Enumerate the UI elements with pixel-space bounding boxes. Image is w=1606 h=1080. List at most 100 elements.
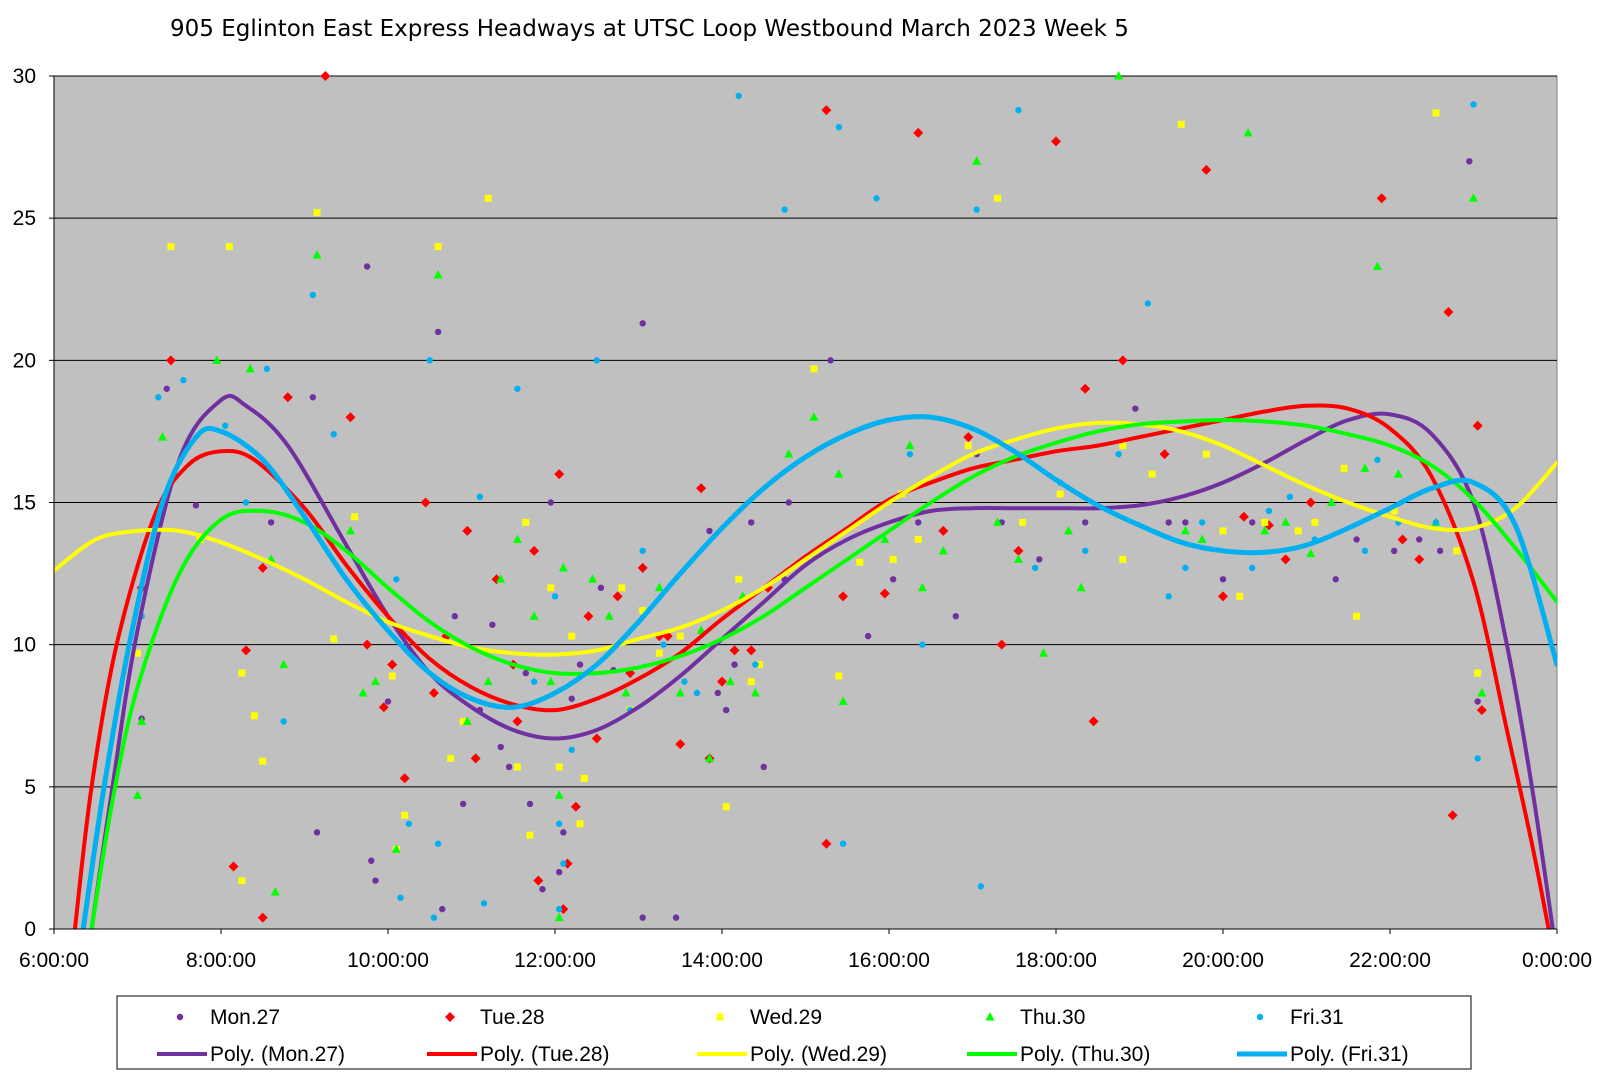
data-point xyxy=(1182,519,1189,526)
data-point xyxy=(1390,547,1398,555)
data-point xyxy=(1082,519,1089,526)
data-point xyxy=(547,584,555,592)
data-point xyxy=(827,357,834,364)
data-point xyxy=(1332,576,1339,583)
x-tick-label: 14:00:00 xyxy=(681,949,763,972)
trendline-poly-wed-29 xyxy=(54,420,1557,657)
data-point xyxy=(639,607,647,615)
data-point xyxy=(873,195,880,202)
data-point xyxy=(533,875,544,886)
data-point xyxy=(433,270,443,279)
data-point xyxy=(1219,576,1227,583)
data-point xyxy=(821,105,832,116)
data-point xyxy=(245,363,255,373)
data-point xyxy=(497,743,504,751)
data-point xyxy=(1182,564,1189,572)
data-point xyxy=(1031,564,1039,572)
data-point xyxy=(1013,545,1024,556)
data-point xyxy=(588,574,598,583)
data-point xyxy=(560,829,567,836)
x-tick-label: 12:00:00 xyxy=(514,949,596,972)
data-point xyxy=(522,518,530,526)
data-point xyxy=(856,558,864,566)
data-point xyxy=(568,695,575,702)
data-point xyxy=(1080,383,1091,394)
data-point xyxy=(309,291,317,299)
data-point xyxy=(756,661,764,669)
data-point xyxy=(1432,519,1440,526)
data-point xyxy=(747,678,755,686)
data-point xyxy=(513,763,521,771)
legend: Mon.27 Tue.28 Wed.29 Thu.30 Fri.31 Poly. (Mon… xyxy=(116,995,1472,1070)
data-point xyxy=(722,803,730,811)
data-point xyxy=(1201,164,1212,175)
data-point xyxy=(729,645,740,656)
data-point xyxy=(1280,554,1291,565)
data-point xyxy=(879,588,890,599)
y-tick-label: 25 xyxy=(13,207,36,230)
legend-marker xyxy=(445,1012,455,1022)
data-point xyxy=(401,811,409,819)
data-point xyxy=(1013,554,1023,563)
data-point xyxy=(368,857,375,864)
data-point xyxy=(470,753,481,764)
data-point xyxy=(1477,688,1487,697)
data-point xyxy=(428,688,439,699)
data-point xyxy=(420,497,431,508)
legend-label: Poly. (Tue.28) xyxy=(480,1043,610,1066)
data-point xyxy=(676,632,684,640)
data-point xyxy=(1261,518,1269,526)
data-point xyxy=(1119,442,1127,450)
data-point xyxy=(696,625,706,634)
data-point xyxy=(612,591,623,602)
data-point xyxy=(372,877,379,884)
y-tick-label: 10 xyxy=(13,634,36,657)
legend-label: Poly. (Wed.29) xyxy=(750,1043,887,1066)
data-point xyxy=(270,887,280,896)
data-point xyxy=(555,763,563,771)
data-point xyxy=(1432,109,1440,117)
data-point xyxy=(810,365,818,373)
data-point xyxy=(530,678,538,685)
data-point xyxy=(1447,810,1458,821)
data-point xyxy=(1177,120,1185,128)
data-point xyxy=(393,576,400,583)
legend-label: Tue.28 xyxy=(480,1006,545,1029)
data-point xyxy=(555,820,563,827)
chart-title: 905 Eglinton East Express Headways at UT… xyxy=(170,16,1129,42)
data-point xyxy=(547,499,555,506)
data-point xyxy=(675,739,686,750)
data-point xyxy=(621,688,631,697)
data-point xyxy=(1472,420,1483,431)
data-point xyxy=(1306,548,1316,558)
data-point xyxy=(1372,261,1382,271)
data-point xyxy=(512,534,522,543)
data-point xyxy=(476,493,484,501)
data-point xyxy=(212,355,222,364)
legend-marker xyxy=(985,1012,995,1021)
data-point xyxy=(580,774,588,782)
data-point xyxy=(225,243,233,251)
data-point xyxy=(434,328,442,336)
data-point xyxy=(345,525,355,535)
data-point xyxy=(554,469,565,480)
x-tick-label: 0:00:00 xyxy=(1522,949,1592,972)
data-point xyxy=(1064,525,1074,535)
data-point xyxy=(313,829,321,836)
legend-label: Mon.27 xyxy=(210,1006,280,1029)
data-point xyxy=(1015,106,1022,114)
data-point xyxy=(512,716,523,727)
data-point xyxy=(1416,536,1423,543)
data-point xyxy=(263,365,271,373)
data-point xyxy=(312,250,322,259)
data-point xyxy=(735,92,742,100)
data-point xyxy=(952,613,959,620)
data-point xyxy=(706,527,713,535)
data-point xyxy=(1038,648,1048,657)
data-point xyxy=(1238,511,1249,522)
data-point xyxy=(282,392,293,403)
data-point xyxy=(155,394,162,401)
data-point xyxy=(554,790,564,799)
legend-label: Wed.29 xyxy=(750,1006,822,1029)
data-point xyxy=(320,71,331,81)
